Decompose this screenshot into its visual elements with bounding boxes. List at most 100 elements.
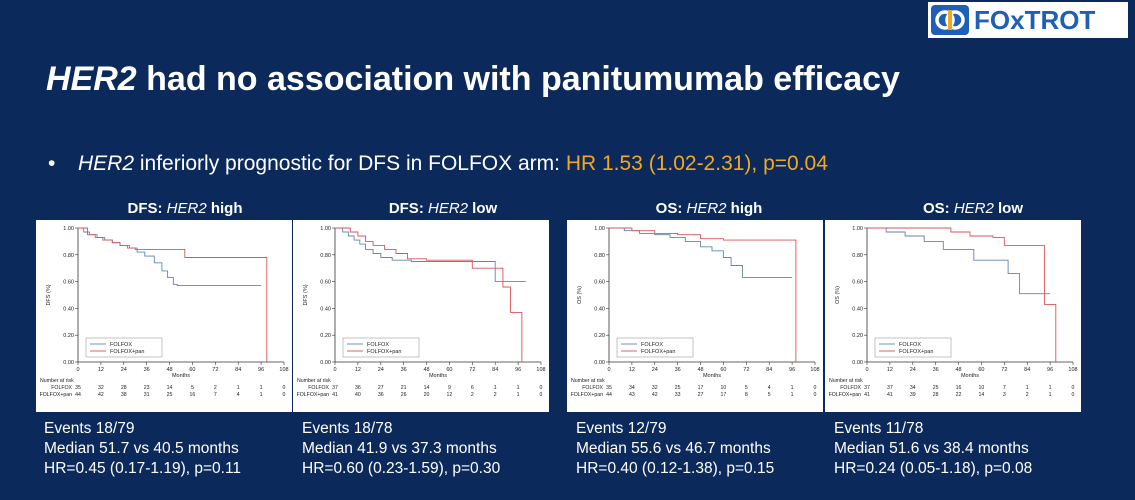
km-chart-svg: 0.000.200.400.600.801.000 12 24 36 48 60 72 84 9… bbox=[297, 226, 546, 398]
risk-table-value: 9 bbox=[448, 385, 451, 391]
foxtrot-logo: FOxTROT bbox=[928, 2, 1128, 38]
risk-table-value: 41 bbox=[887, 392, 893, 398]
y-tick-label: 0.60 bbox=[594, 280, 605, 286]
risk-table-value: 22 bbox=[956, 392, 962, 398]
stats-events: Events 18/79 bbox=[44, 420, 135, 437]
panel-title: OS: HER2 low bbox=[866, 200, 1080, 217]
risk-table-value: 41 bbox=[864, 392, 870, 398]
survival-curve-folfox-pan bbox=[78, 227, 268, 362]
y-tick-label: 0.00 bbox=[594, 360, 605, 366]
risk-table-value: 37 bbox=[332, 385, 338, 391]
risk-table-row-label: FOLFOX+pan bbox=[297, 392, 330, 398]
panel-title-suffix: low bbox=[468, 200, 498, 217]
risk-table-value: 0 bbox=[283, 385, 286, 391]
risk-table-value: 34 bbox=[910, 385, 916, 391]
risk-table-value: 42 bbox=[652, 392, 658, 398]
bullet-text: inferiorly prognostic for DFS in FOLFOX … bbox=[134, 152, 566, 175]
risk-table-value: 16 bbox=[190, 392, 196, 398]
km-chart-svg: 0.000.200.400.600.801.000 12 24 36 48 60 72 84 9… bbox=[571, 226, 820, 398]
stats-events: Events 11/78 bbox=[834, 420, 924, 437]
km-chart-svg: 0.000.200.400.600.801.000 12 24 36 48 60 72 84 9… bbox=[829, 226, 1078, 398]
risk-table-value: 32 bbox=[652, 385, 658, 391]
x-tick-label: 12 bbox=[355, 367, 361, 373]
risk-table-value: 37 bbox=[887, 385, 893, 391]
risk-table-value: 1 bbox=[260, 392, 263, 398]
y-tick-label: 0.20 bbox=[594, 333, 605, 339]
legend-box bbox=[616, 337, 694, 358]
x-tick-label: 0 bbox=[76, 367, 79, 373]
survival-curve-folfox bbox=[867, 227, 1051, 295]
risk-table-value: 42 bbox=[98, 392, 104, 398]
risk-table-header: Number at risk bbox=[571, 378, 605, 384]
stats-block: Events 18/78 Median 41.9 vs 37.3 months … bbox=[302, 419, 500, 479]
risk-table-value: 0 bbox=[283, 392, 286, 398]
x-axis-label: Months bbox=[429, 373, 447, 379]
x-tick-label: 12 bbox=[887, 367, 893, 373]
panel-title-prefix: OS: bbox=[655, 200, 687, 217]
risk-table-value: 0 bbox=[1072, 392, 1075, 398]
legend-label: FOLFOX+pan bbox=[110, 349, 144, 355]
risk-table-value: 7 bbox=[1003, 385, 1006, 391]
y-tick-label: 0.80 bbox=[63, 253, 74, 259]
risk-table-value: 44 bbox=[75, 392, 81, 398]
x-tick-label: 0 bbox=[333, 367, 336, 373]
panel-title: DFS: HER2 low bbox=[336, 200, 550, 217]
stats-median: Median 51.7 vs 40.5 months bbox=[44, 440, 239, 457]
risk-table-value: 32 bbox=[98, 385, 104, 391]
risk-table-value: 41 bbox=[332, 392, 338, 398]
risk-table-value: 28 bbox=[933, 392, 939, 398]
risk-table-value: 40 bbox=[355, 392, 361, 398]
risk-table-header: Number at risk bbox=[40, 378, 74, 384]
y-tick-label: 0.80 bbox=[594, 253, 605, 259]
risk-table-value: 35 bbox=[606, 385, 612, 391]
x-tick-label: 0 bbox=[865, 367, 868, 373]
x-tick-label: 60 bbox=[446, 367, 452, 373]
panel-title-prefix: DFS: bbox=[388, 200, 428, 217]
risk-table-value: 14 bbox=[167, 385, 173, 391]
panel-title-gene: HER2 bbox=[427, 200, 468, 217]
risk-table-value: 1 bbox=[791, 385, 794, 391]
risk-table-value: 10 bbox=[979, 385, 985, 391]
stats-median: Median 51.6 vs 38.4 months bbox=[834, 440, 1029, 457]
legend-box bbox=[342, 337, 420, 358]
x-tick-label: 108 bbox=[279, 367, 288, 373]
risk-table-value: 5 bbox=[191, 385, 194, 391]
y-tick-label: 0.00 bbox=[63, 360, 74, 366]
risk-table-value: 2 bbox=[494, 392, 497, 398]
risk-table-value: 37 bbox=[864, 385, 870, 391]
risk-table-value: 1 bbox=[791, 392, 794, 398]
risk-table-value: 3 bbox=[1003, 392, 1006, 398]
survival-curve-folfox bbox=[335, 227, 526, 283]
x-tick-label: 48 bbox=[423, 367, 429, 373]
risk-table-value: 14 bbox=[979, 392, 985, 398]
risk-table-value: 17 bbox=[721, 392, 727, 398]
panel-title-prefix: OS: bbox=[922, 200, 954, 217]
x-tick-label: 108 bbox=[810, 367, 819, 373]
x-tick-label: 72 bbox=[469, 367, 475, 373]
x-tick-label: 48 bbox=[697, 367, 703, 373]
y-tick-label: 1.00 bbox=[63, 226, 74, 232]
risk-table-value: 33 bbox=[675, 392, 681, 398]
x-tick-label: 84 bbox=[492, 367, 498, 373]
risk-table-value: 34 bbox=[629, 385, 635, 391]
risk-table-value: 7 bbox=[214, 392, 217, 398]
x-tick-label: 0 bbox=[607, 367, 610, 373]
risk-table-value: 1 bbox=[1049, 392, 1052, 398]
risk-table-value: 27 bbox=[698, 392, 704, 398]
panel-title-suffix: high bbox=[726, 200, 763, 217]
legend-box bbox=[85, 337, 163, 358]
risk-table-value: 38 bbox=[121, 392, 127, 398]
risk-table-value: 0 bbox=[814, 385, 817, 391]
brand-name: FOxTROT bbox=[974, 4, 1096, 35]
legend-label: FOLFOX+pan bbox=[367, 349, 401, 355]
x-tick-label: 36 bbox=[144, 367, 150, 373]
y-tick-label: 0.40 bbox=[594, 306, 605, 312]
y-tick-label: 0.80 bbox=[852, 253, 863, 259]
x-tick-label: 60 bbox=[978, 367, 984, 373]
risk-table-value: 43 bbox=[629, 392, 635, 398]
risk-table-value: 25 bbox=[675, 385, 681, 391]
legend-label: FOLFOX+pan bbox=[899, 349, 933, 355]
risk-table-value: 0 bbox=[814, 392, 817, 398]
survival-curve-folfox-pan bbox=[867, 227, 1057, 362]
stats-events: Events 12/79 bbox=[576, 420, 667, 437]
